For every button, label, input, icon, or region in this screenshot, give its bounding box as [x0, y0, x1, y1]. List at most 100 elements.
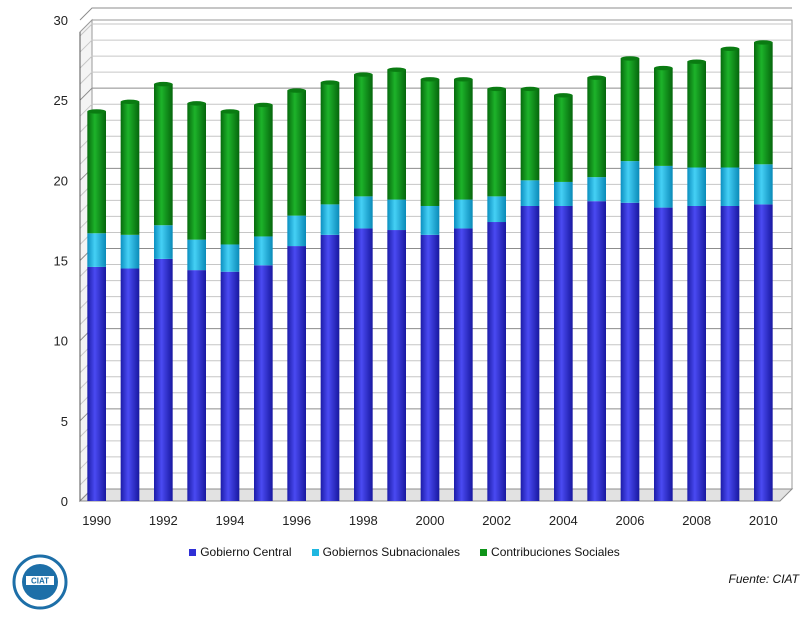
legend-swatch-contribuciones-sociales: [480, 548, 488, 556]
bar-segment-2000-1: [420, 205, 440, 235]
bar-cap-1993: [187, 101, 207, 106]
bar-segment-1997-1: [320, 204, 340, 235]
x-tick-label: 2000: [416, 513, 445, 528]
x-tick-label: 2006: [616, 513, 645, 528]
bar-segment-2003-0: [520, 205, 540, 501]
bar-segment-2005-0: [587, 201, 606, 501]
bar-segment-1993-1: [187, 239, 206, 271]
bar-segment-1991-0: [120, 268, 140, 501]
bar-segment-2008-1: [687, 167, 706, 206]
bar-cap-1997: [320, 80, 340, 85]
x-tick-label: 2002: [482, 513, 511, 528]
bar-segment-1997-0: [320, 234, 340, 501]
legend-item-gobierno-central: Gobierno Central: [189, 543, 292, 561]
bar-segment-2009-1: [720, 167, 740, 206]
logo-text: CIAT: [31, 577, 49, 586]
bar-cap-2002: [487, 86, 506, 92]
x-tick-label: 1990: [82, 513, 111, 528]
bar-cap-2004: [554, 93, 573, 98]
bar-segment-1990-0: [87, 266, 106, 501]
bar-segment-1999-2: [387, 69, 406, 200]
bar-cap-1992: [154, 81, 173, 87]
x-tick-label: 1996: [282, 513, 311, 528]
bar-segment-2003-2: [520, 88, 540, 181]
bar-cap-2007: [654, 65, 673, 71]
bar-cap-1990: [87, 109, 106, 114]
x-tick-label: 1992: [149, 513, 178, 528]
bar-segment-1996-0: [287, 246, 306, 501]
ciat-logo: CIAT: [12, 554, 68, 610]
bar-segment-1999-1: [387, 199, 406, 231]
bar-segment-2007-0: [654, 207, 673, 501]
bar-segment-1992-2: [154, 84, 173, 226]
y-tick-label: 25: [54, 93, 68, 108]
bar-cap-2005: [587, 75, 607, 80]
bar-segment-1993-0: [187, 270, 206, 501]
bar-segment-2009-2: [720, 48, 740, 168]
legend-item-contribuciones-sociales: Contribuciones Sociales: [480, 543, 620, 561]
bar-segment-1996-2: [287, 90, 306, 216]
bar-segment-1998-2: [354, 74, 373, 197]
bar-segment-2000-2: [420, 79, 440, 206]
bar-cap-2009: [720, 46, 740, 52]
bar-segment-2004-2: [554, 95, 573, 182]
bar-segment-1997-2: [320, 82, 340, 205]
bar-segment-2010-2: [754, 42, 773, 165]
y-tick-labels: 0 5 10 15 20 25 30: [54, 13, 68, 509]
bar-segment-2002-2: [487, 88, 506, 197]
legend-label: Contribuciones Sociales: [491, 545, 620, 559]
bar-cap-1999: [387, 67, 406, 72]
bar-cap-2000: [420, 77, 440, 82]
gridline: [79, 55, 792, 69]
bar-segment-1995-0: [254, 265, 273, 501]
bar-segment-1999-0: [387, 230, 406, 501]
bar-segment-2008-2: [687, 61, 706, 168]
bar-cap-1996: [287, 88, 306, 93]
bar-segment-1995-2: [254, 104, 273, 237]
bar-segment-2010-1: [754, 164, 773, 205]
gridline: [79, 39, 792, 53]
bar-segment-2003-1: [520, 180, 540, 206]
bar-cap-2003: [520, 86, 540, 92]
bar-segment-1991-1: [120, 234, 140, 269]
bar-segment-1996-1: [287, 215, 306, 247]
back-wall: [91, 19, 793, 490]
stacked-bar-chart: 0 5 10 15 20 25 30 1990 1992 1994 1996 1998 2000 200…: [54, 7, 794, 528]
bars: [87, 40, 773, 501]
y-tick-label: 0: [61, 494, 68, 509]
bar-segment-1994-1: [220, 244, 240, 272]
bar-cap-2006: [620, 56, 640, 61]
gridline: [79, 71, 792, 85]
bar-segment-2002-0: [487, 222, 506, 501]
bar-cap-1994: [220, 109, 240, 114]
x-tick-label: 2004: [549, 513, 578, 528]
y-tick-label: 20: [54, 173, 68, 188]
x-tick-label: 1998: [349, 513, 378, 528]
bar-segment-2000-0: [420, 234, 440, 501]
bar-segment-2004-0: [554, 205, 573, 501]
bar-segment-1998-1: [354, 196, 373, 229]
x-tick-label: 2008: [682, 513, 711, 528]
bar-segment-2010-0: [754, 204, 773, 501]
legend: Gobierno Central Gobiernos Subnacionales…: [0, 543, 809, 561]
bar-segment-1993-2: [187, 103, 206, 240]
gridline: [79, 23, 792, 37]
bar-segment-1991-2: [120, 101, 140, 235]
bar-segment-2001-2: [454, 79, 473, 200]
y-tick-label: 15: [54, 254, 68, 269]
bar-segment-2007-2: [654, 68, 673, 166]
bar-cap-1995: [254, 102, 273, 108]
bar-cap-1998: [354, 72, 373, 77]
x-tick-label: 1994: [216, 513, 245, 528]
gridline: [79, 87, 792, 101]
bar-segment-1992-1: [154, 225, 173, 259]
y-tick-label: 30: [54, 13, 68, 28]
bar-segment-1998-0: [354, 228, 373, 501]
bar-segment-1990-1: [87, 233, 106, 267]
bar-segment-1994-0: [220, 271, 240, 501]
bar-segment-2006-2: [620, 58, 640, 162]
bar-segment-1995-1: [254, 236, 273, 266]
bar-cap-2001: [454, 77, 473, 82]
bar-segment-2008-0: [687, 205, 706, 501]
bar-segment-2002-1: [487, 196, 506, 223]
